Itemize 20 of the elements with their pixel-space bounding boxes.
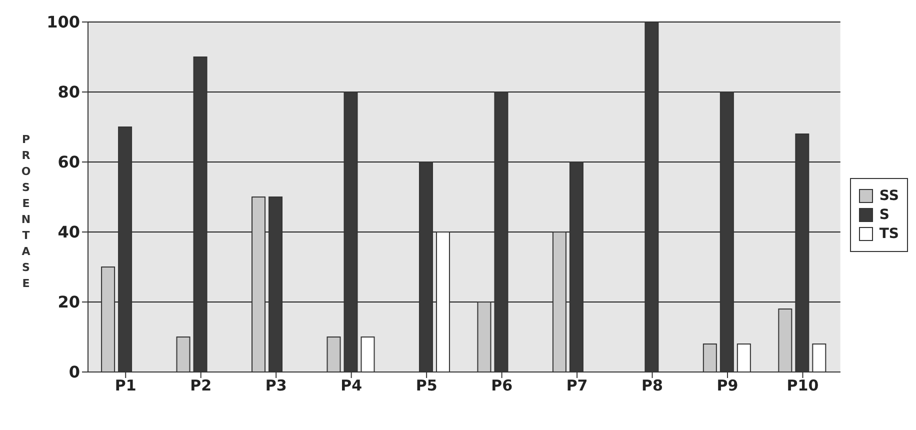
x-tick-label: P9 [716,376,738,395]
legend-label: SS [879,188,899,204]
x-tick-label: P10 [786,376,819,395]
x-tick-label: P5 [416,376,438,395]
y-tick-label: 40 [58,222,80,242]
x-tick-label: P2 [190,376,212,395]
text: PROSENTASE [21,133,31,290]
y-tick-label: 100 [46,12,80,32]
x-tick-label: P4 [340,376,362,395]
x-tick-label: P7 [566,376,588,395]
x-tick-label: P6 [491,376,513,395]
y-tick-label: 0 [68,362,80,382]
legend-label: TS [879,226,899,242]
legend-label: S [879,207,890,223]
x-tick-label: P3 [265,376,287,395]
y-tick-label: 80 [58,82,80,102]
y-tick-label: 60 [58,152,80,172]
y-tick-label: 20 [58,292,80,312]
x-tick-label: P8 [642,376,663,395]
x-tick-label: P1 [114,376,136,395]
